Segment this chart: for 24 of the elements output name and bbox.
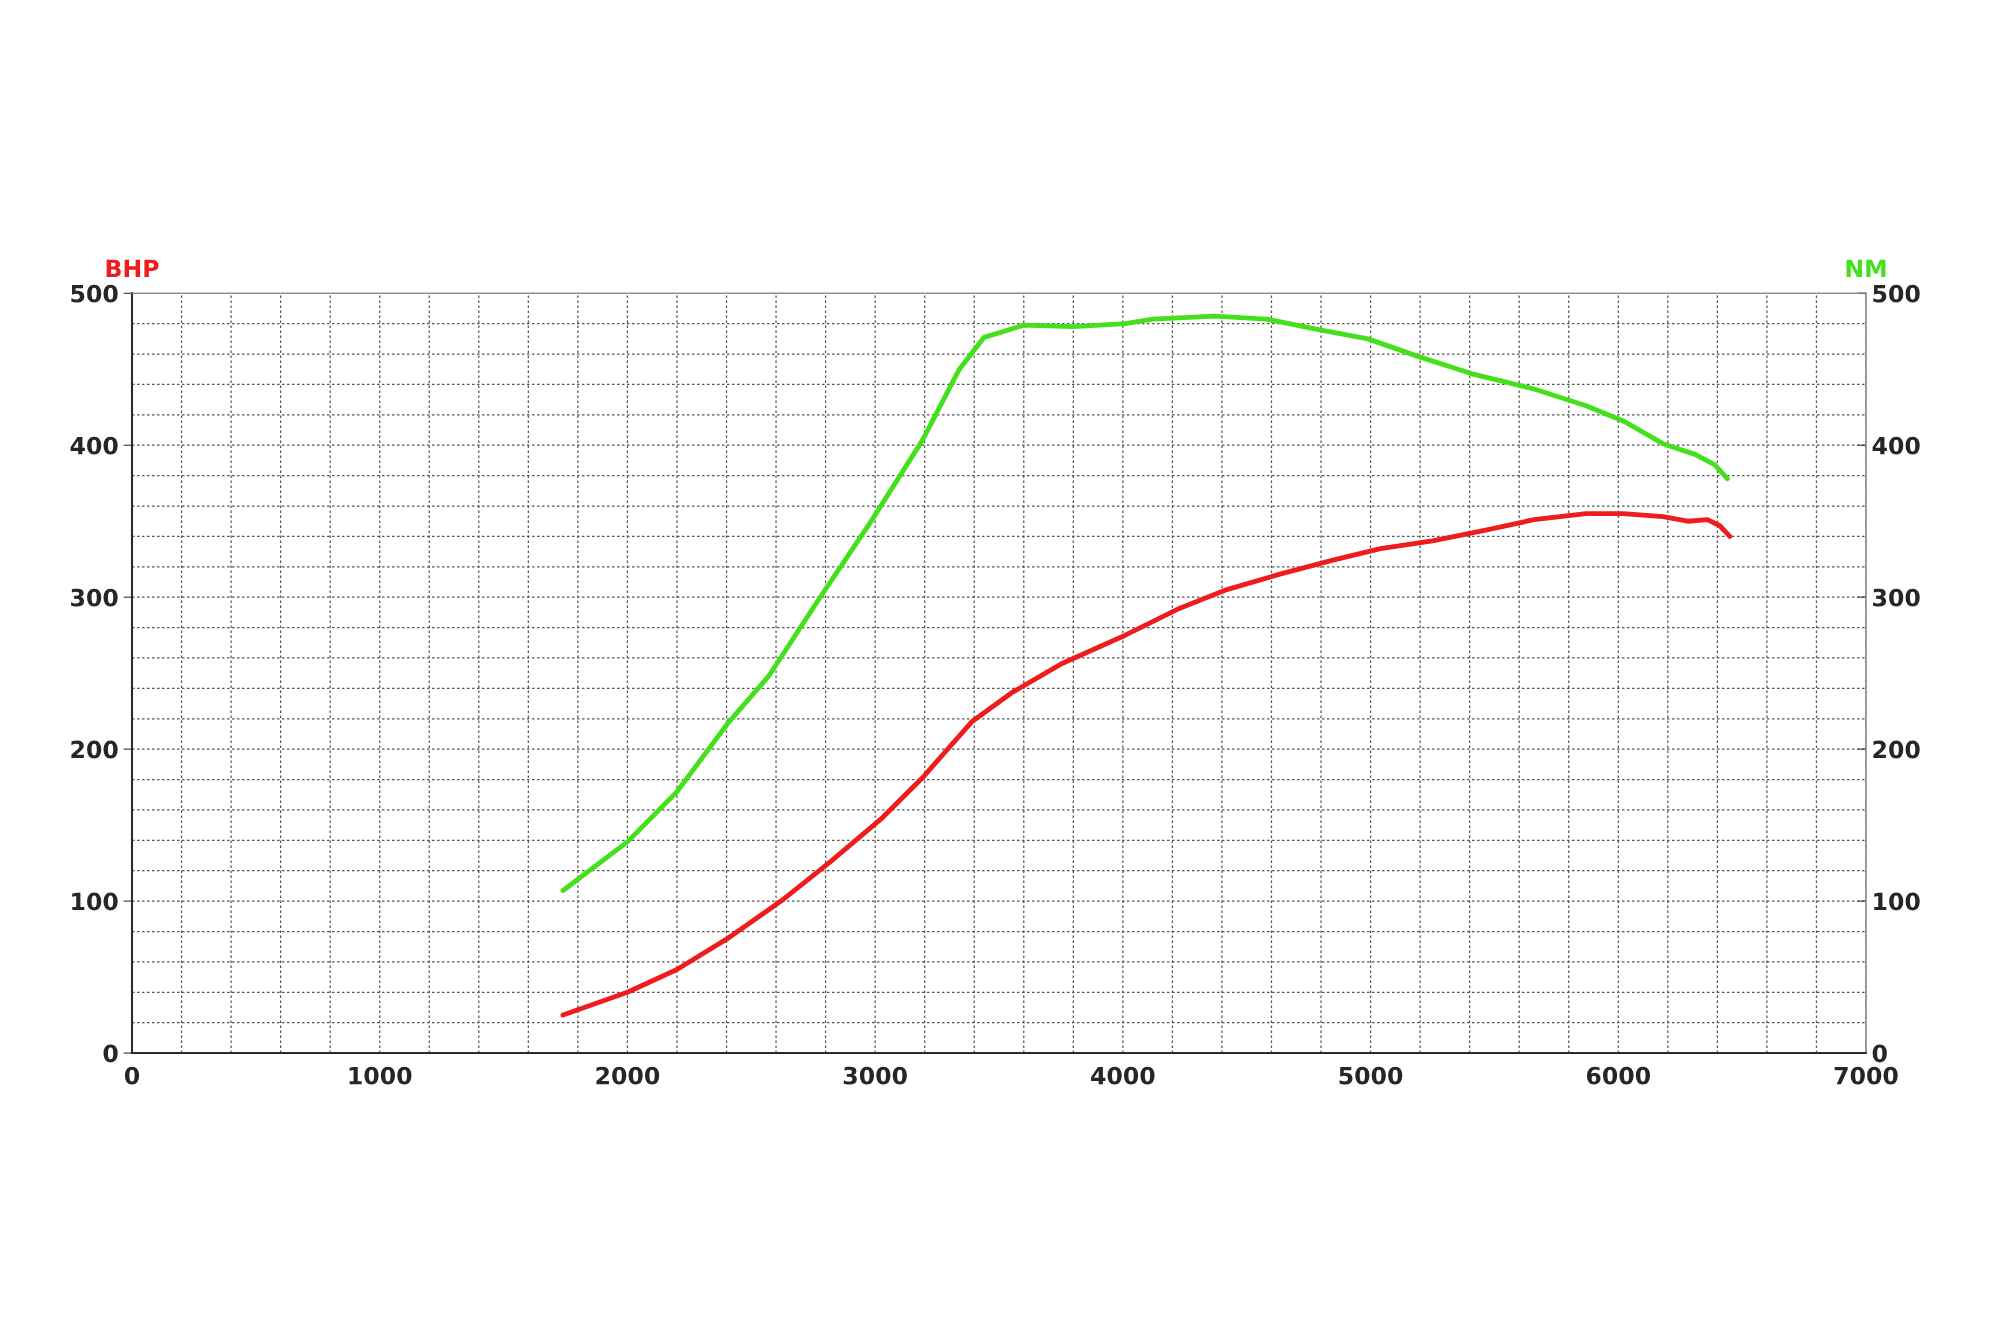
x-tick-label: 4000: [1091, 1066, 1155, 1085]
y-tick-label: 400: [70, 436, 118, 455]
y-tick-label: 100: [72, 892, 118, 911]
y-tick-label: 500: [71, 284, 118, 303]
y2-tick-label: 0: [1872, 1044, 1887, 1063]
y-tick-label: 0: [103, 1044, 118, 1063]
y2-tick-label: 300: [1873, 588, 1920, 607]
x-tick-label: 3000: [843, 1066, 907, 1085]
y2-axis-title: NM: [1846, 259, 1886, 277]
x-tick-label: 7000: [1834, 1066, 1898, 1085]
y-axis-title: BHP: [106, 259, 159, 277]
line-series: [560, 511, 1733, 1018]
y2-tick-label: 500: [1873, 284, 1920, 303]
y2-tick-label: 400: [1872, 436, 1920, 455]
y-tick-label: 300: [71, 588, 118, 607]
x-tick-label: 6000: [1586, 1066, 1651, 1085]
y-tick-label: 200: [71, 740, 118, 759]
line-series: [560, 313, 1730, 893]
x-tick-label: 2000: [596, 1066, 660, 1085]
y2-tick-label: 100: [1874, 892, 1920, 911]
y2-tick-label: 200: [1873, 740, 1920, 759]
x-tick-label: 5000: [1339, 1066, 1403, 1085]
x-tick-label: 1000: [349, 1066, 412, 1085]
x-tick-label: 0: [124, 1066, 140, 1085]
